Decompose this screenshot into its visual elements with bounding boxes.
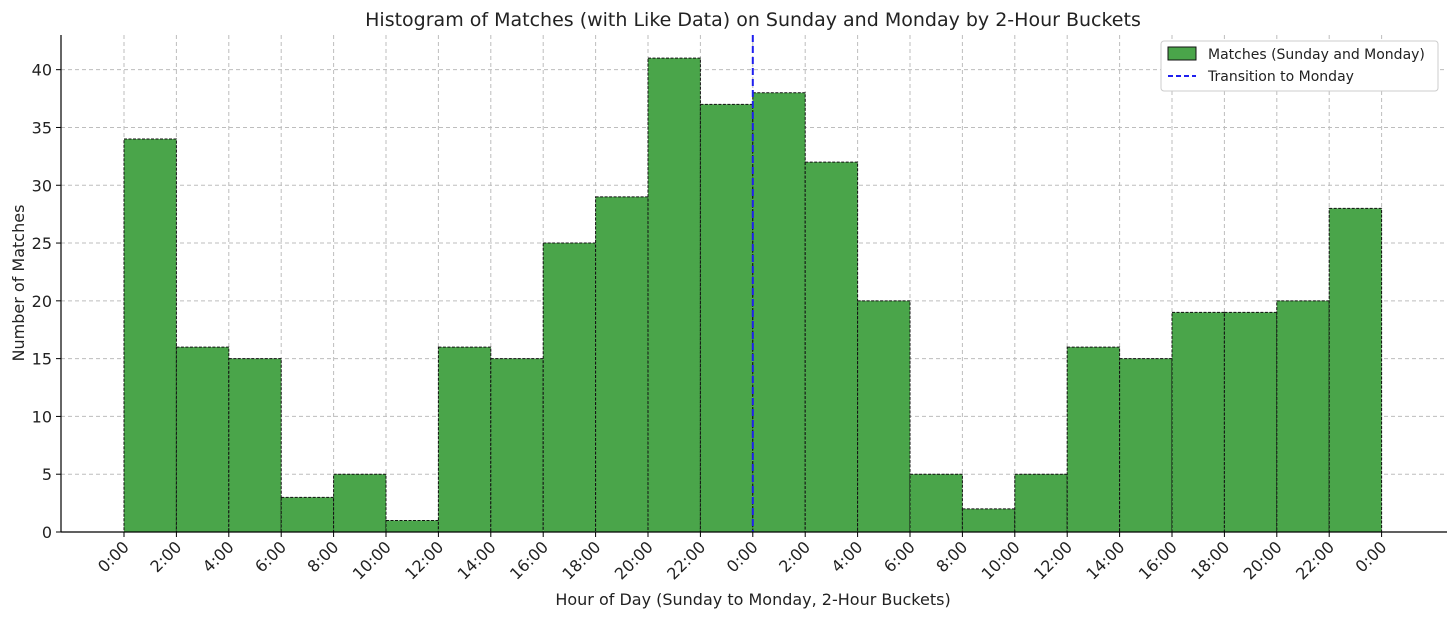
x-tick-label: 10:00 bbox=[349, 537, 395, 583]
histogram-bar bbox=[699, 103, 754, 533]
y-tick-label: 25 bbox=[32, 234, 52, 253]
x-tick-label: 8:00 bbox=[304, 537, 343, 576]
histogram-bar bbox=[1276, 300, 1330, 533]
x-tick-label: 18:00 bbox=[558, 537, 604, 583]
histogram-bar bbox=[1328, 207, 1383, 533]
legend-swatch-matches bbox=[1167, 46, 1197, 61]
legend-label-transition: Transition to Monday bbox=[1207, 69, 1354, 85]
x-tick-label: 4:00 bbox=[828, 537, 867, 576]
histogram-bar bbox=[1014, 473, 1068, 533]
y-tick-label: 0 bbox=[42, 523, 52, 542]
histogram-bar bbox=[175, 346, 230, 533]
y-tick-label: 40 bbox=[32, 61, 52, 80]
histogram-bar bbox=[595, 196, 649, 533]
x-tick-label: 10:00 bbox=[978, 537, 1024, 583]
y-tick-label: 5 bbox=[42, 465, 52, 484]
histogram-bar bbox=[1223, 311, 1278, 533]
histogram-bar bbox=[385, 519, 439, 533]
x-tick-label: 14:00 bbox=[1082, 537, 1128, 583]
x-tick-label: 22:00 bbox=[663, 537, 709, 583]
x-tick-label: 12:00 bbox=[401, 537, 447, 583]
y-ticks: 0 5 10 15 20 25 30 35 40 bbox=[32, 61, 61, 542]
x-tick-label: 2:00 bbox=[146, 537, 185, 576]
y-tick-label: 30 bbox=[32, 176, 52, 195]
histogram-bar bbox=[1171, 311, 1225, 533]
x-tick-label: 20:00 bbox=[611, 537, 657, 583]
x-tick-label: 6:00 bbox=[251, 537, 290, 576]
x-tick-label: 8:00 bbox=[932, 537, 971, 576]
x-tick-label: 2:00 bbox=[775, 537, 814, 576]
histogram-bar bbox=[228, 358, 282, 533]
histogram-bar bbox=[437, 346, 492, 533]
x-tick-label: 12:00 bbox=[1030, 537, 1076, 583]
x-tick-label: 0:00 bbox=[723, 537, 762, 576]
y-axis-label: Number of Matches bbox=[9, 205, 28, 362]
histogram-bar bbox=[752, 92, 806, 533]
y-tick-label: 15 bbox=[32, 350, 52, 369]
x-ticks: 0:00 2:00 4:00 6:00 8:00 10:00 12:00 14:00 16:00… bbox=[94, 532, 1390, 583]
histogram-bar bbox=[333, 473, 387, 533]
x-tick-label: 22:00 bbox=[1292, 537, 1338, 583]
histogram-bar bbox=[857, 300, 911, 533]
x-axis-label: Hour of Day (Sunday to Monday, 2-Hour Bu… bbox=[555, 590, 950, 609]
x-tick-label: 16:00 bbox=[506, 537, 552, 583]
chart-title: Histogram of Matches (with Like Data) on… bbox=[365, 9, 1141, 31]
histogram-bar bbox=[909, 473, 963, 533]
x-tick-label: 4:00 bbox=[199, 537, 238, 576]
x-tick-label: 18:00 bbox=[1187, 537, 1233, 583]
histogram-bar bbox=[647, 57, 701, 533]
legend-box bbox=[1160, 40, 1439, 92]
histogram-bar bbox=[1119, 358, 1173, 533]
histogram-bar bbox=[961, 508, 1016, 533]
histogram-bar bbox=[1066, 346, 1121, 533]
x-tick-label: 16:00 bbox=[1135, 537, 1181, 583]
y-tick-label: 20 bbox=[32, 292, 52, 311]
histogram-bar bbox=[123, 138, 177, 533]
y-tick-label: 35 bbox=[32, 118, 52, 137]
y-tick-label: 10 bbox=[32, 407, 52, 426]
x-tick-label: 14:00 bbox=[454, 537, 500, 583]
histogram-bar bbox=[490, 358, 544, 533]
legend-label-matches: Matches (Sunday and Monday) bbox=[1208, 47, 1425, 63]
histogram-bar bbox=[542, 242, 597, 533]
histogram-bar bbox=[804, 161, 859, 533]
bars bbox=[123, 57, 1383, 533]
x-tick-label: 0:00 bbox=[1352, 537, 1391, 576]
x-tick-label: 0:00 bbox=[94, 537, 133, 576]
x-tick-label: 20:00 bbox=[1240, 537, 1286, 583]
x-tick-label: 6:00 bbox=[880, 537, 919, 576]
legend: Matches (Sunday and Monday) Transition t… bbox=[1160, 40, 1439, 92]
histogram-bar bbox=[280, 496, 335, 533]
